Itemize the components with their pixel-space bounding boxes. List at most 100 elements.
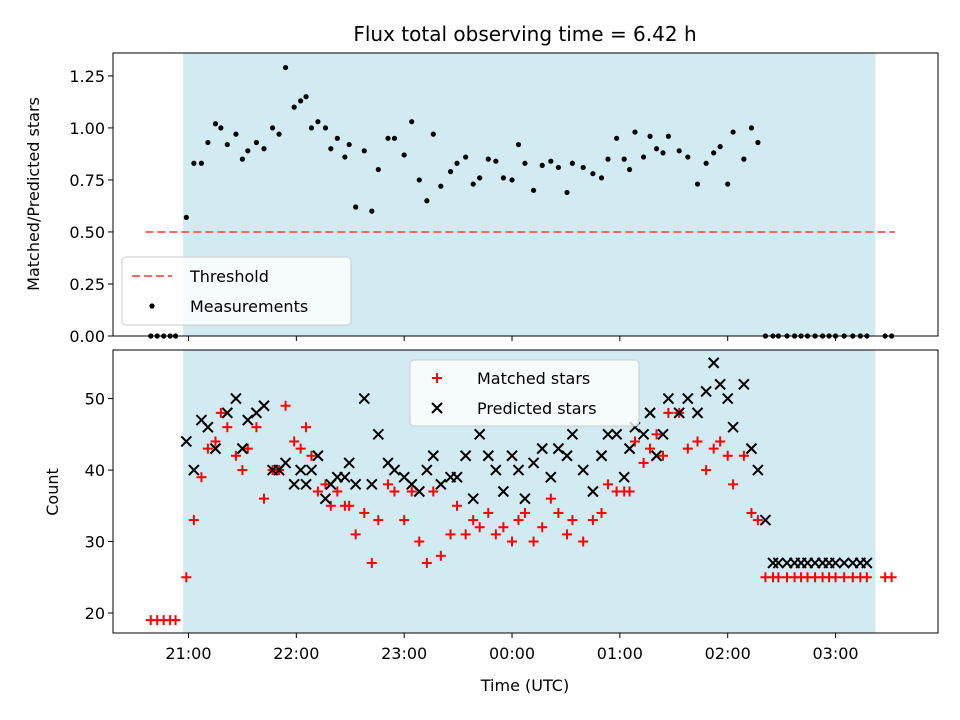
matched-star-point [359, 507, 370, 518]
matched-star-point [537, 522, 548, 533]
y-tick-label: 50 [85, 390, 105, 409]
measurement-point [334, 135, 340, 141]
x-tick-label: 02:00 [705, 644, 751, 663]
measurements-series [148, 64, 895, 339]
measurement-point [598, 175, 605, 181]
measurement-point [522, 160, 528, 166]
measurement-point [416, 177, 422, 183]
predicted-star-point [339, 471, 351, 483]
predicted-star-point [657, 428, 669, 441]
predicted-star-point [714, 378, 726, 391]
predicted-star-point [772, 557, 785, 569]
matched-star-point [773, 572, 784, 583]
measurement-point [322, 125, 329, 131]
measurement-point [703, 160, 709, 166]
predicted-star-point [595, 450, 608, 462]
predicted-star-point [566, 428, 579, 441]
measurement-point [493, 158, 499, 164]
matched-star-point [483, 507, 494, 518]
predicted-star-point [209, 442, 222, 455]
measurement-point [342, 154, 348, 160]
measurement-point [218, 125, 224, 131]
matched-star-point [651, 429, 662, 440]
matched-star-point [445, 529, 456, 540]
matched-star-point [428, 486, 439, 497]
matched-star-point [587, 515, 598, 526]
measurement-point [515, 141, 522, 148]
matched-star-point [295, 443, 306, 454]
predicted-star-point [421, 464, 433, 476]
measurement-point [353, 204, 359, 210]
matched-star-point [567, 515, 578, 526]
matched-star-point [325, 500, 336, 511]
measurement-point [605, 156, 611, 162]
matched-star-point [715, 436, 726, 447]
matched-star-point [414, 536, 425, 547]
matched-star-point [738, 450, 749, 461]
top-y-ticks: 0.00 0.25 0.50 0.75 1.00 1.25 [69, 67, 113, 346]
top-marks [145, 64, 895, 339]
legend-matched-swatch [432, 373, 442, 383]
measurement-point [632, 129, 638, 135]
measurement-point [548, 158, 554, 164]
predicted-star-point [473, 428, 486, 441]
predicted-star-point [552, 442, 565, 455]
matched-star-point [399, 515, 410, 526]
predicted-star-point [673, 407, 685, 419]
measurement-point [454, 160, 460, 166]
predicted-star-point [561, 450, 573, 462]
measurement-point [477, 175, 483, 181]
measurement-point [212, 121, 219, 127]
matched-star-point [406, 486, 417, 497]
y-tick-label: 0.25 [69, 275, 105, 294]
matched-star-point [746, 507, 757, 518]
matched-star-point [752, 515, 763, 526]
predicted-star-point [838, 557, 850, 569]
y-tick-label: 30 [85, 533, 105, 552]
bottom-y-axis-label: Count [43, 468, 62, 516]
predicted-star-point [180, 435, 193, 448]
matched-star-point [682, 443, 693, 454]
predicted-star-point [682, 392, 694, 405]
predicted-star-point [527, 457, 540, 469]
measurement-point [500, 175, 506, 181]
measurement-point [391, 135, 398, 141]
predicted-star-point [727, 421, 739, 433]
bottom-legend: Matched stars Predicted stars [409, 359, 640, 427]
predicted-star-point [482, 450, 495, 462]
measurement-point [369, 208, 375, 214]
matched-star-point [421, 557, 432, 568]
measurement-point [191, 160, 197, 166]
matched-star-point [344, 500, 355, 511]
measurement-point [198, 160, 205, 166]
top-legend: Threshold Measurements [121, 256, 352, 326]
measurement-point [409, 119, 415, 125]
measurement-point [253, 139, 260, 146]
measurement-point [717, 144, 723, 150]
predicted-star-point [637, 428, 650, 441]
y-tick-label: 0.00 [69, 327, 105, 346]
measurement-point [530, 187, 537, 193]
y-tick-label: 20 [85, 604, 105, 623]
predicted-star-point [721, 392, 734, 405]
matched-star-point [545, 493, 556, 504]
measurement-point [653, 146, 660, 152]
legend-threshold-label: Threshold [189, 267, 269, 286]
measurement-point [346, 141, 352, 148]
measurement-point [470, 181, 476, 187]
measurement-point [308, 125, 315, 131]
measurement-point [375, 166, 381, 173]
predicted-star-point [707, 357, 720, 369]
matched-star-point [196, 472, 207, 483]
predicted-star-point [587, 485, 599, 498]
y-tick-label: 1.00 [69, 119, 105, 138]
matched-star-point [332, 486, 343, 497]
measurement-point [569, 160, 576, 166]
measurement-point [447, 169, 454, 175]
measurement-point [685, 154, 691, 160]
measurement-point [315, 119, 321, 125]
matched-star-point [435, 550, 446, 561]
measurement-point [555, 164, 561, 171]
measurement-point [590, 171, 596, 177]
